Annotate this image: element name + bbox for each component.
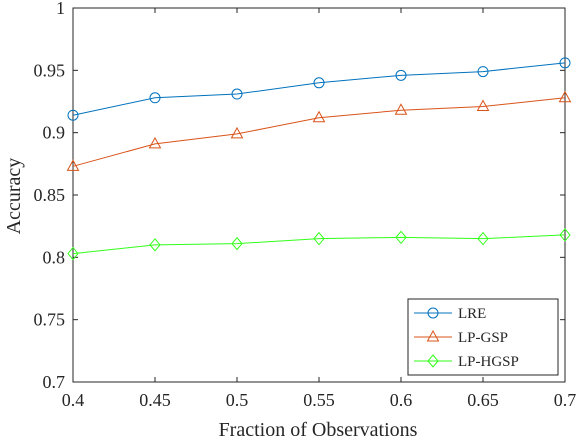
data-point-lp-hgsp <box>395 230 407 245</box>
data-point-lre <box>231 88 243 100</box>
legend-label-lp-gsp: LP-GSP <box>458 330 508 346</box>
data-point-lp-gsp <box>148 136 162 149</box>
data-point-lre <box>149 92 161 104</box>
data-point-lre <box>559 57 571 69</box>
data-point-lp-hgsp <box>149 238 161 252</box>
legend: LRE LP-GSP LP-HGSP <box>407 298 559 376</box>
data-point-lp-hgsp <box>313 231 325 246</box>
y-tick-label: 0.9 <box>43 123 66 143</box>
data-point-lre <box>67 109 79 121</box>
x-tick-label: 0.6 <box>390 390 413 410</box>
data-point-lp-hgsp <box>559 228 571 242</box>
series-layer <box>66 57 572 261</box>
legend-label-lre: LRE <box>458 306 486 322</box>
series-line-lp-gsp <box>72 97 566 167</box>
legend-marker-lp-gsp <box>426 329 440 342</box>
x-tick-label: 0.5 <box>226 390 249 410</box>
x-axis-title: Fraction of Observations <box>219 419 418 441</box>
data-point-lp-hgsp <box>477 231 489 246</box>
data-point-lre <box>395 69 407 81</box>
legend-marker-lp-hgsp <box>427 354 439 368</box>
data-point-lp-gsp <box>476 99 490 111</box>
data-point-lp-hgsp <box>231 236 243 251</box>
x-axis: 0.4 0.45 0.5 0.55 0.6 0.65 0.7 <box>62 8 577 410</box>
y-tick-label: 0.95 <box>34 60 66 80</box>
series-line-lre <box>72 62 566 116</box>
x-tick-label: 0.45 <box>139 390 171 410</box>
x-tick-label: 0.65 <box>467 390 499 410</box>
series-line-lp-hgsp <box>72 234 566 255</box>
legend-marker-lre <box>427 307 439 319</box>
y-tick-label: 0.8 <box>43 247 66 267</box>
series-lre <box>67 57 571 121</box>
y-tick-label: 0.75 <box>34 310 66 330</box>
y-tick-label: 0.85 <box>34 185 66 205</box>
y-axis: 0.7 0.75 0.8 0.85 0.9 0.95 1 <box>34 0 565 392</box>
legend-label-lp-hgsp: LP-HGSP <box>458 354 519 370</box>
series-lp-hgsp <box>67 228 571 261</box>
y-tick-label: 0.7 <box>43 372 66 392</box>
data-point-lp-gsp <box>394 103 408 115</box>
data-point-lp-gsp <box>312 110 326 123</box>
data-point-lre <box>313 77 325 89</box>
data-point-lre <box>477 66 489 78</box>
x-tick-label: 0.4 <box>62 390 85 410</box>
series-lp-gsp <box>66 90 572 171</box>
data-point-lp-gsp <box>230 126 244 139</box>
data-point-lp-hgsp <box>67 246 79 261</box>
y-axis-title: Accuracy <box>3 158 25 235</box>
x-tick-label: 0.55 <box>303 390 335 410</box>
y-tick-label: 1 <box>56 0 65 18</box>
data-point-lp-gsp <box>66 159 80 171</box>
data-point-lp-gsp <box>558 90 572 103</box>
x-tick-label: 0.7 <box>554 390 577 410</box>
